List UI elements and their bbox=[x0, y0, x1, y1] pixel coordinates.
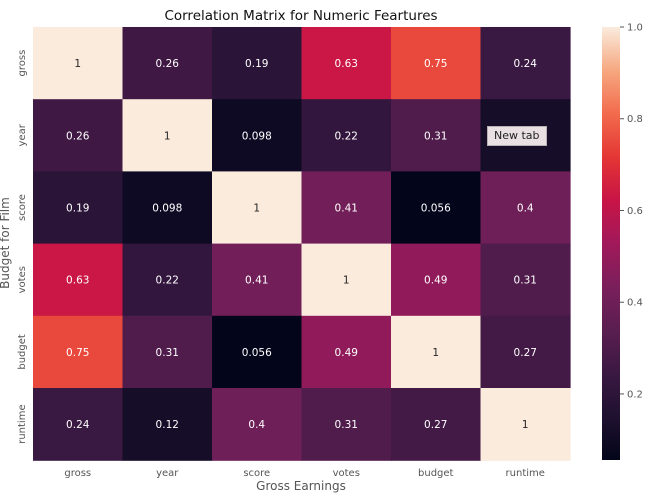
heatmap-cell-votes-votes bbox=[301, 243, 392, 317]
x-tick-label: gross bbox=[64, 468, 91, 479]
cell-value-label: 0.31 bbox=[514, 275, 537, 287]
heatmap-cell-runtime-votes bbox=[301, 388, 392, 461]
heatmap-cell-score-score bbox=[212, 171, 303, 245]
heatmap-cell-gross-gross bbox=[33, 27, 124, 100]
x-tick-labels: gross year score votes budget runtime bbox=[64, 468, 545, 479]
heatmap-cell-year-budget bbox=[391, 99, 482, 172]
cell-value-label: 1 bbox=[432, 347, 439, 359]
cell-value-label: 0.31 bbox=[335, 419, 358, 431]
heatmap-cell-year-gross bbox=[33, 99, 124, 172]
cell-value-label: 0.27 bbox=[424, 419, 447, 431]
y-tick-label: gross bbox=[17, 50, 28, 77]
cell-value-label: 0.22 bbox=[335, 130, 358, 142]
heatmap-cell-score-votes bbox=[301, 171, 392, 245]
cell-value-label: 0.63 bbox=[66, 275, 89, 287]
cell-value-label: 1 bbox=[74, 58, 81, 70]
heatmap-cell-runtime-runtime bbox=[480, 388, 571, 461]
cell-value-label: 0.24 bbox=[66, 419, 90, 431]
y-tick-label: score bbox=[17, 194, 28, 221]
colorbar bbox=[602, 27, 620, 460]
x-tick-label: runtime bbox=[506, 468, 545, 479]
heatmap-cell-budget-year bbox=[122, 315, 213, 389]
heatmap-cells bbox=[33, 27, 571, 461]
colorbar-tick-label: 0.4 bbox=[627, 298, 643, 309]
y-tick-label: year bbox=[17, 123, 28, 146]
heatmap-cell-year-votes bbox=[301, 99, 392, 172]
colorbar-tick-label: 0.6 bbox=[627, 206, 643, 217]
x-tick-label: budget bbox=[418, 468, 454, 479]
cell-value-label: 0.26 bbox=[66, 130, 90, 142]
heatmap-cell-labels: 1 0.26 0.19 0.63 0.75 0.24 0.26 1 0.098 0.22 0.31 0… bbox=[66, 58, 537, 431]
cell-value-label: 0.4 bbox=[248, 419, 265, 431]
heatmap-cell-score-budget bbox=[391, 171, 482, 245]
heatmap-cell-budget-budget bbox=[391, 315, 482, 389]
colorbar-tick-label: 0.2 bbox=[627, 389, 643, 400]
cell-value-label: 0.75 bbox=[424, 58, 447, 70]
y-tick-label: budget bbox=[17, 334, 28, 370]
cell-value-label: 1 bbox=[343, 275, 350, 287]
cell-value-label: 0.24 bbox=[514, 58, 538, 70]
cell-value-label: 0.056 bbox=[242, 347, 272, 359]
colorbar-tick-label: 0.8 bbox=[627, 114, 643, 125]
cell-value-label: 0.63 bbox=[335, 58, 358, 70]
heatmap-cell-score-runtime bbox=[480, 171, 571, 245]
heatmap-cell-votes-budget bbox=[391, 243, 482, 317]
cell-value-label: 0.26 bbox=[156, 58, 180, 70]
heatmap-cell-budget-gross bbox=[33, 315, 124, 389]
heatmap-cell-gross-year bbox=[122, 27, 213, 100]
y-tick-labels: gross year score votes budget runtime bbox=[17, 50, 28, 444]
x-tick-label: year bbox=[156, 468, 179, 479]
y-tick-label: runtime bbox=[17, 404, 28, 443]
x-axis-label: Gross Earnings bbox=[256, 479, 346, 493]
cell-value-label: 1 bbox=[522, 419, 529, 431]
heatmap-cell-runtime-budget bbox=[391, 388, 482, 461]
heatmap-cell-gross-budget bbox=[391, 27, 482, 100]
heatmap-cell-score-year bbox=[122, 171, 213, 245]
x-tick-label: votes bbox=[333, 468, 360, 479]
y-tick-label: votes bbox=[17, 266, 28, 293]
heatmap-cell-gross-score bbox=[212, 27, 303, 100]
heatmap-cell-votes-year bbox=[122, 243, 213, 317]
y-axis-label: Budget for Film bbox=[0, 197, 12, 289]
heatmap-cell-budget-votes bbox=[301, 315, 392, 389]
heatmap-cell-runtime-gross bbox=[33, 388, 124, 461]
x-tick-label: score bbox=[243, 468, 270, 479]
heatmap-cell-gross-runtime bbox=[480, 27, 571, 100]
chart-title: Correlation Matrix for Numeric Feartures bbox=[164, 8, 437, 24]
cell-value-label: 0.31 bbox=[424, 130, 447, 142]
heatmap-cell-votes-runtime bbox=[480, 243, 571, 317]
cell-value-label: 1 bbox=[164, 130, 171, 142]
heatmap-cell-score-gross bbox=[33, 171, 124, 245]
cell-value-label: 0.49 bbox=[424, 275, 447, 287]
cell-value-label: 0.75 bbox=[66, 347, 89, 359]
cell-value-label: 0.098 bbox=[242, 130, 272, 142]
heatmap-cell-runtime-score bbox=[212, 388, 303, 461]
heatmap-cell-runtime-year bbox=[122, 388, 213, 461]
cell-value-label: 0.4 bbox=[517, 203, 534, 215]
cell-value-label: 0.12 bbox=[156, 419, 179, 431]
heatmap-cell-gross-votes bbox=[301, 27, 392, 100]
cell-value-label: 0.49 bbox=[335, 347, 358, 359]
heatmap-cell-votes-score bbox=[212, 243, 303, 317]
heatmap-cell-budget-runtime bbox=[480, 315, 571, 389]
cell-value-label: 0.19 bbox=[66, 203, 89, 215]
cell-value-label: 0.41 bbox=[335, 203, 358, 215]
cell-value-label: 0.27 bbox=[514, 347, 537, 359]
colorbar-tick-label: 1.0 bbox=[627, 23, 643, 34]
heatmap-cell-year-year bbox=[122, 99, 213, 172]
cell-value-label: 0.19 bbox=[245, 58, 268, 70]
cell-value-label: 0.31 bbox=[156, 347, 179, 359]
heatmap-cell-budget-score bbox=[212, 315, 303, 389]
colorbar-ticks: 0.2 0.4 0.6 0.8 1.0 bbox=[620, 23, 643, 400]
cell-value-label: 0.22 bbox=[156, 275, 179, 287]
heatmap-cell-year-score bbox=[212, 99, 303, 172]
heatmap-cell-votes-gross bbox=[33, 243, 124, 317]
cell-value-label: 0.056 bbox=[421, 203, 451, 215]
new-tab-tooltip: New tab bbox=[487, 126, 547, 146]
cell-value-label: 0.098 bbox=[152, 203, 182, 215]
cell-value-label: 0.41 bbox=[245, 275, 268, 287]
cell-value-label: 1 bbox=[253, 203, 260, 215]
